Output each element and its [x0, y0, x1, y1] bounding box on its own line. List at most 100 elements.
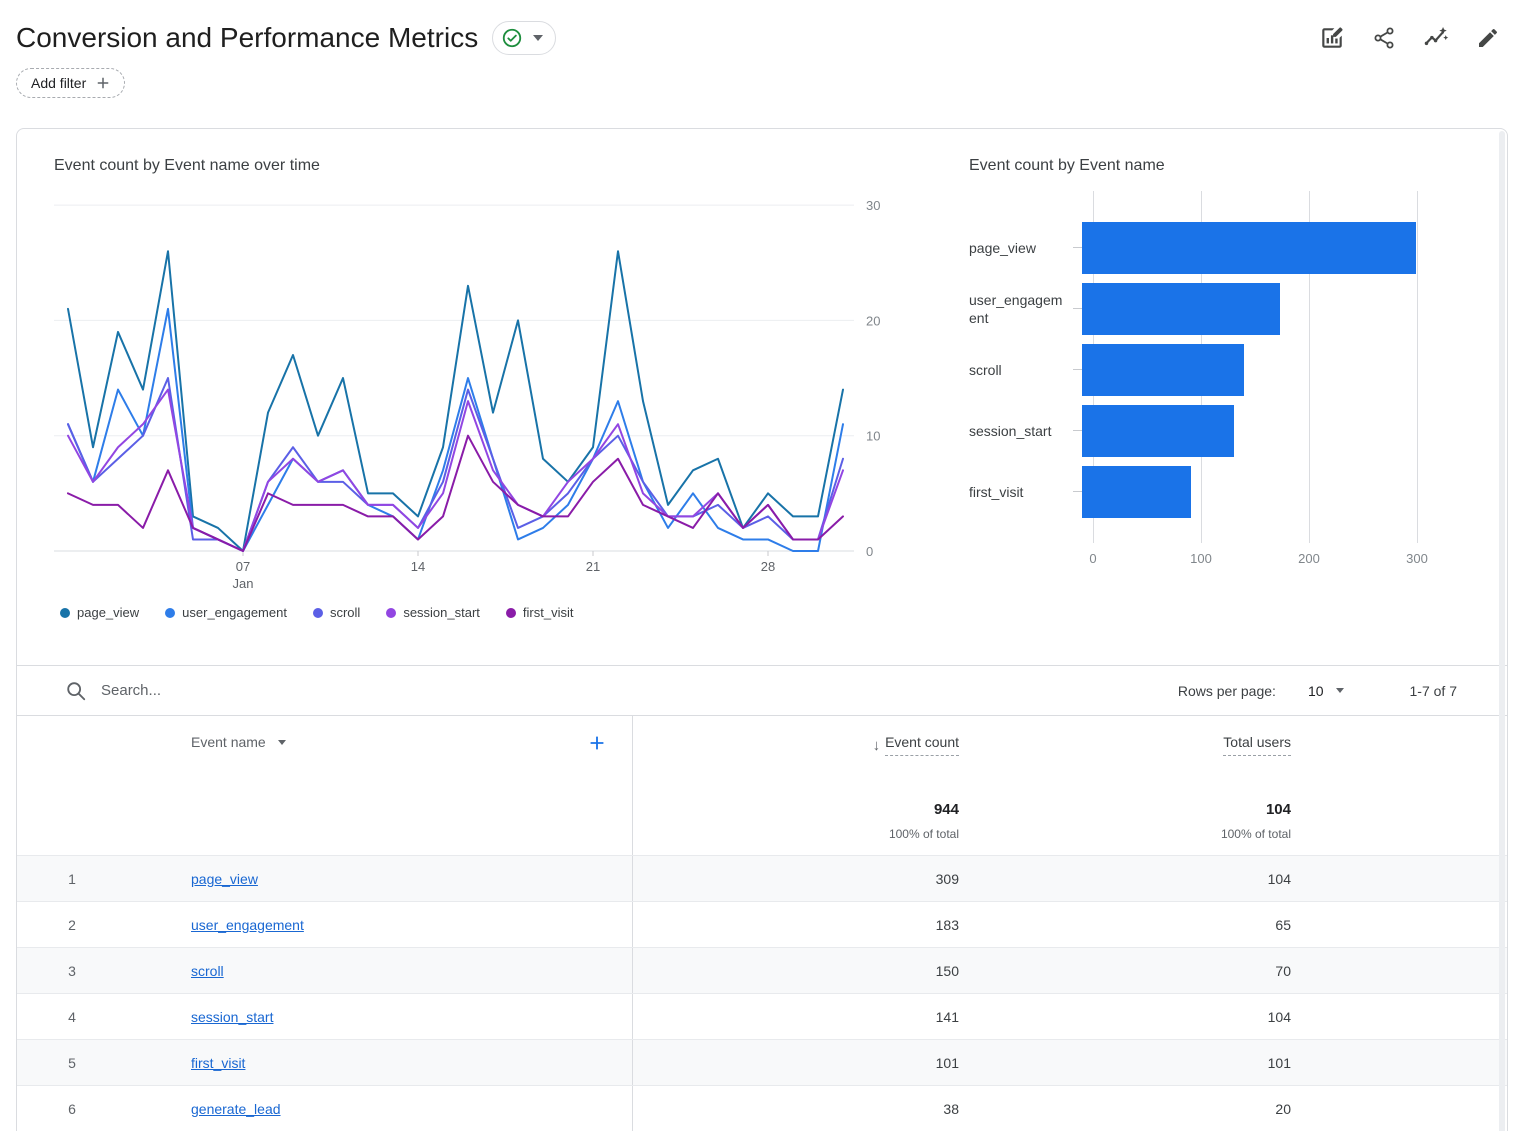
table-row: 2 user_engagement 18365 [17, 901, 1507, 947]
event-name-link[interactable]: first_visit [191, 1055, 245, 1071]
column-header-event-count[interactable]: ↓ Event count [873, 734, 959, 756]
series-line-scroll[interactable] [68, 378, 843, 551]
x-axis-tick-label: 21 [586, 559, 600, 574]
legend-item-session_start[interactable]: session_start [386, 605, 480, 620]
chevron-down-icon [533, 35, 543, 41]
add-column-button[interactable] [586, 732, 608, 754]
legend-label: session_start [403, 605, 480, 620]
charts-row: Event count by Event name over time 3020… [17, 129, 1507, 665]
bar-scroll[interactable] [1082, 344, 1244, 396]
bar-category-label: page_view [969, 239, 1073, 257]
total-users-cell: 104 [959, 994, 1291, 1039]
event-name-link[interactable]: page_view [191, 871, 258, 887]
rows-per-page-select[interactable]: 10 [1308, 683, 1344, 699]
insights-button[interactable] [1422, 24, 1450, 52]
category-tickmark [1073, 369, 1082, 370]
event-name-link[interactable]: scroll [191, 963, 224, 979]
bar-user_engagement[interactable] [1082, 283, 1280, 335]
column-header-total-users-cell: Total users 104 100% of total [959, 716, 1291, 855]
bar-chart-section: Event count by Event name page_viewuser_… [923, 129, 1483, 665]
event-name-cell: scroll [127, 948, 633, 993]
bar-session_start[interactable] [1082, 405, 1234, 457]
total-users-cell: 70 [959, 948, 1291, 993]
event-count-cell: 38 [633, 1086, 959, 1131]
event-name-cell: generate_lead [127, 1086, 633, 1131]
bar-row-scroll: scroll [1093, 339, 1483, 400]
table-row: 3scroll15070 [17, 947, 1507, 993]
legend-dot [165, 608, 175, 618]
row-index: 6 [17, 1086, 127, 1131]
total-users-header-label: Total users [1223, 734, 1291, 756]
line-chart[interactable]: 302010007Jan142128 [54, 193, 914, 595]
legend-item-page_view[interactable]: page_view [60, 605, 139, 620]
event-name-cell: user_engagement [127, 902, 633, 947]
status-badge[interactable] [492, 21, 556, 55]
page-title: Conversion and Performance Metrics [16, 22, 478, 54]
bar-category-label: first_visit [969, 483, 1073, 501]
event-name-link[interactable]: generate_lead [191, 1101, 281, 1117]
y-axis-tick-label: 30 [866, 198, 880, 213]
pagination-label: 1-7 of 7 [1410, 683, 1457, 699]
share-icon [1372, 26, 1396, 50]
total-users-total-caption: 100% of total [1221, 827, 1291, 841]
chevron-down-icon [278, 740, 286, 745]
row-index: 2 [17, 902, 127, 947]
bar-first_visit[interactable] [1082, 466, 1191, 518]
bar-row-page_view: page_view [1093, 217, 1483, 278]
bar-row-user_engagement: user_engagement [1093, 278, 1483, 339]
add-filter-button[interactable]: Add filter [16, 68, 125, 98]
table-toolbar: Rows per page: 10 1-7 of 7 [17, 665, 1507, 715]
total-users-cell: 104 [959, 856, 1291, 901]
row-index: 4 [17, 994, 127, 1039]
edit-chart-button[interactable] [1318, 24, 1346, 52]
bar-chart[interactable]: page_viewuser_engagementscrollsession_st… [969, 191, 1483, 543]
y-axis-tick-label: 20 [866, 313, 880, 328]
total-users-cell: 20 [959, 1086, 1291, 1131]
y-axis-tick-label: 0 [866, 544, 873, 559]
search-input[interactable] [101, 682, 401, 699]
pencil-icon [1476, 26, 1500, 50]
event-name-link[interactable]: user_engagement [191, 917, 304, 933]
event-name-link[interactable]: session_start [191, 1009, 273, 1025]
event-count-cell: 141 [633, 994, 959, 1039]
event-count-total: 944 [889, 801, 959, 818]
legend-item-scroll[interactable]: scroll [313, 605, 360, 620]
legend-item-first_visit[interactable]: first_visit [506, 605, 574, 620]
legend-label: first_visit [523, 605, 574, 620]
column-header-total-users[interactable]: Total users [1223, 734, 1291, 756]
legend-dot [313, 608, 323, 618]
event-count-totals: 944 100% of total [889, 801, 959, 841]
legend-dot [386, 608, 396, 618]
chevron-down-icon [1336, 688, 1344, 693]
y-axis-tick-label: 10 [866, 429, 880, 444]
column-header-event-name[interactable]: Event name [191, 734, 286, 750]
insights-icon [1423, 25, 1449, 51]
legend-label: page_view [77, 605, 139, 620]
edit-button[interactable] [1474, 24, 1502, 52]
event-count-cell: 101 [633, 1040, 959, 1085]
plus-icon [586, 732, 608, 754]
bar-page_view[interactable] [1082, 222, 1416, 274]
table-row: 1page_view309104 [17, 855, 1507, 901]
row-index: 1 [17, 856, 127, 901]
plus-icon [94, 74, 112, 92]
category-tickmark [1073, 308, 1082, 309]
card-scrollbar[interactable] [1499, 131, 1505, 1131]
exploration-card: Event count by Event name over time 3020… [16, 128, 1508, 1131]
table-row: 5first_visit101101 [17, 1039, 1507, 1085]
event-count-header-label: Event count [885, 734, 959, 756]
x-axis-month-label: Jan [233, 576, 254, 591]
line-chart-legend: page_view user_engagement scroll session_st… [54, 605, 923, 620]
x-axis-tick-label: 100 [1190, 551, 1212, 566]
share-button[interactable] [1370, 24, 1398, 52]
line-chart-section: Event count by Event name over time 3020… [17, 129, 923, 665]
event-count-cell: 183 [633, 902, 959, 947]
legend-item-user_engagement[interactable]: user_engagement [165, 605, 287, 620]
x-axis-tick-label: 14 [411, 559, 425, 574]
total-users-cell: 65 [959, 902, 1291, 947]
rows-per-page-value: 10 [1308, 683, 1324, 699]
x-axis-tick-label: 0 [1089, 551, 1096, 566]
x-axis-tick-label: 07 [236, 559, 250, 574]
page-header: Conversion and Performance Metrics [0, 0, 1524, 98]
legend-label: user_engagement [182, 605, 287, 620]
